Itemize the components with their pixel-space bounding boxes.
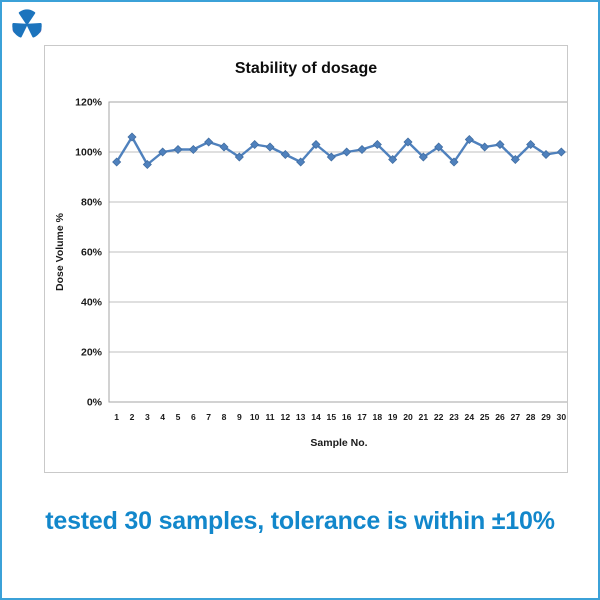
x-tick-label: 28 xyxy=(526,412,536,422)
x-tick-label: 12 xyxy=(281,412,291,422)
chart-card: Stability of dosage 0% 20% 40% 60% 80% 100% 12… xyxy=(44,45,568,473)
trefoil-logo-icon xyxy=(10,7,44,41)
data-point-marker xyxy=(357,144,367,155)
data-point-marker xyxy=(480,142,490,152)
data-point-marker xyxy=(388,154,398,165)
x-tick-label: 17 xyxy=(357,412,367,422)
y-tick-label: 100% xyxy=(75,147,103,159)
data-point-marker xyxy=(510,154,520,165)
y-tick-label: 20% xyxy=(81,347,103,359)
series-line xyxy=(115,135,563,166)
x-tick-label: 3 xyxy=(145,412,150,422)
chart-title: Stability of dosage xyxy=(234,60,378,77)
data-point-marker xyxy=(526,139,536,150)
data-point-marker xyxy=(234,152,244,162)
y-tick-label: 120% xyxy=(75,97,103,109)
data-point-marker xyxy=(173,144,183,155)
x-tick-label: 18 xyxy=(373,412,383,422)
x-tick-label: 11 xyxy=(265,412,274,422)
data-point-marker xyxy=(112,157,122,167)
caption-text: tested 30 samples, tolerance is within ±… xyxy=(45,507,555,535)
x-tick-label: 16 xyxy=(342,412,352,422)
plot-border xyxy=(108,101,567,403)
x-tick-label: 2 xyxy=(130,412,135,422)
data-point-marker xyxy=(311,139,321,150)
data-point-marker xyxy=(188,144,198,155)
x-tick-label: 9 xyxy=(237,412,242,422)
x-tick-label: 5 xyxy=(176,412,181,422)
x-tick-label: 29 xyxy=(541,412,551,422)
x-tick-label: 30 xyxy=(557,412,567,422)
x-tick-label: 14 xyxy=(311,412,321,422)
x-axis-title: Sample No. xyxy=(310,437,367,449)
x-tick-label: 27 xyxy=(511,412,521,422)
x-tick-label: 15 xyxy=(327,412,337,422)
data-point-marker xyxy=(250,139,260,150)
x-tick-label: 26 xyxy=(495,412,505,422)
data-point-marker xyxy=(556,147,566,157)
x-tick-label: 23 xyxy=(449,412,459,422)
data-point-marker xyxy=(204,137,214,147)
x-tick-label: 22 xyxy=(434,412,444,422)
data-point-marker xyxy=(464,134,474,145)
x-tick-label: 4 xyxy=(160,412,165,422)
x-tick-label: 20 xyxy=(403,412,413,422)
data-point-marker xyxy=(418,152,428,162)
x-tick-label: 7 xyxy=(206,412,211,422)
y-tick-label: 60% xyxy=(81,247,103,259)
y-axis-title: Dose Volume % xyxy=(54,212,66,291)
data-point-marker xyxy=(495,139,505,150)
y-tick-label: 0% xyxy=(87,397,103,409)
data-point-marker xyxy=(372,139,382,150)
x-tick-label: 10 xyxy=(250,412,260,422)
trefoil-logo-svg xyxy=(12,9,42,38)
data-point-marker xyxy=(219,142,229,152)
y-tick-label: 80% xyxy=(81,197,103,209)
data-point-marker xyxy=(541,149,551,160)
x-tick-label: 13 xyxy=(296,412,306,422)
x-tick-label: 25 xyxy=(480,412,490,422)
x-tick-label: 19 xyxy=(388,412,398,422)
dosage-line-chart: 0%20%40%60%80%100%120%1 2 3 4 5 6 7 8 9 10 11 12 13 1… xyxy=(54,97,567,449)
data-point-marker xyxy=(127,132,137,142)
data-point-marker xyxy=(142,159,152,170)
x-tick-label: 1 xyxy=(114,412,119,422)
x-tick-label: 6 xyxy=(191,412,196,422)
data-point-marker xyxy=(434,142,444,152)
data-point-marker xyxy=(403,137,413,147)
y-tick-label: 40% xyxy=(81,297,103,309)
data-point-marker xyxy=(296,157,306,167)
x-tick-label: 8 xyxy=(222,412,227,422)
data-point-marker xyxy=(280,149,290,160)
x-tick-label: 24 xyxy=(465,412,475,422)
data-point-marker xyxy=(449,157,459,167)
data-point-marker xyxy=(342,147,352,157)
x-tick-label: 21 xyxy=(419,412,429,422)
data-point-marker xyxy=(326,152,336,162)
data-point-marker xyxy=(158,147,168,157)
data-point-marker xyxy=(265,142,275,152)
